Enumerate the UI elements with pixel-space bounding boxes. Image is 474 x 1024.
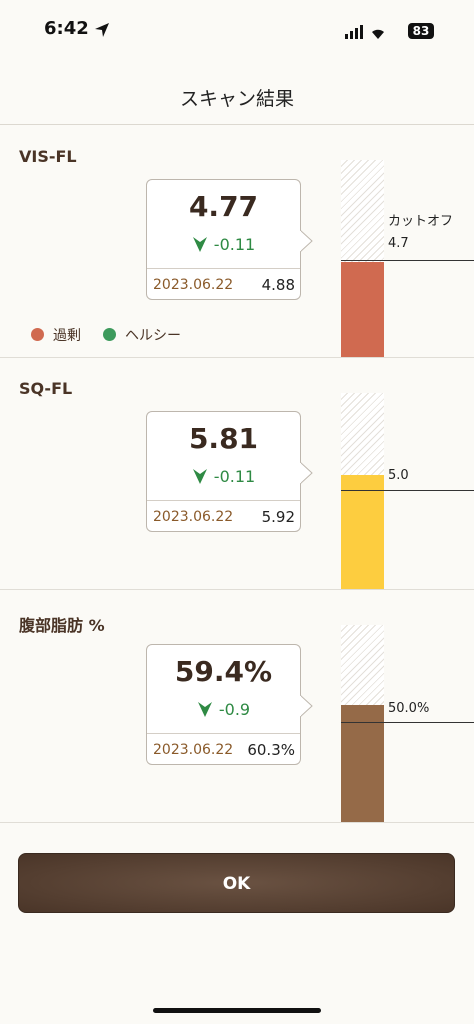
cutoff-line [341,260,474,261]
value-card: 59.4% -0.9 2023.06.22 60.3% [146,644,313,765]
down-arrow [192,237,207,252]
battery: 83 [408,23,434,39]
metric-section: SQ-FL 5.0 5.81 -0.11 2023.06.22 5.92 [0,357,474,590]
legend-label: 過剰 [53,328,81,344]
change-row: -0.11 [147,235,300,254]
change-row: -0.11 [147,467,300,486]
previous-value: 4.88 [261,276,295,294]
metric-label: 腹部脂肪 % [19,616,105,635]
card-pointer [300,462,313,484]
legend-label: ヘルシー [125,328,181,344]
current-value: 4.77 [188,190,259,223]
cutoff-value: 5.0 [388,468,409,483]
change-value: -0.9 [218,700,251,719]
change-value: -0.11 [213,467,256,486]
signal-wifi-icons [345,25,384,39]
header-divider [0,124,474,125]
ok-button[interactable]: OK [18,853,455,913]
metric-label: VIS-FL [19,147,77,166]
metric-label: SQ-FL [19,379,73,398]
card-divider [147,268,300,269]
value-bar [341,262,384,357]
status-time: 6:42 [44,18,89,39]
metric-section: VIS-FL 4.7 カットオフ 4.77 -0.11 2023.06.22 4.88 過剰 ヘ… [0,125,474,358]
cutoff-value: 50.0% [388,701,430,716]
legend-dot [31,328,44,341]
value-bar [341,705,384,822]
home-indicator [153,1008,321,1013]
cutoff-line [341,722,474,723]
down-arrow [197,702,212,717]
down-arrow [192,469,207,484]
cutoff-label: カットオフ [388,214,454,229]
cutoff-value: 4.7 [388,236,409,251]
value-card: 5.81 -0.11 2023.06.22 5.92 [146,411,313,532]
current-value: 59.4% [174,655,273,688]
value-bar [341,475,384,589]
previous-date: 2023.06.22 [153,742,234,758]
metric-section: 腹部脂肪 % 50.0% 59.4% -0.9 2023.06.22 60.3% [0,590,474,823]
change-value: -0.11 [213,235,256,254]
change-row: -0.9 [147,700,300,719]
card-divider [147,733,300,734]
current-value: 5.81 [188,422,259,455]
legend-dot [103,328,116,341]
cutoff-line [341,490,474,491]
page-title: スキャン結果 [179,88,294,110]
card-pointer [300,230,313,252]
card-pointer [300,695,313,717]
card-divider [147,500,300,501]
previous-date: 2023.06.22 [153,509,234,525]
value-card: 4.77 -0.11 2023.06.22 4.88 [146,179,313,300]
previous-value: 5.92 [261,508,295,526]
previous-date: 2023.06.22 [153,277,234,293]
previous-value: 60.3% [247,741,295,759]
location-icon [95,23,109,37]
